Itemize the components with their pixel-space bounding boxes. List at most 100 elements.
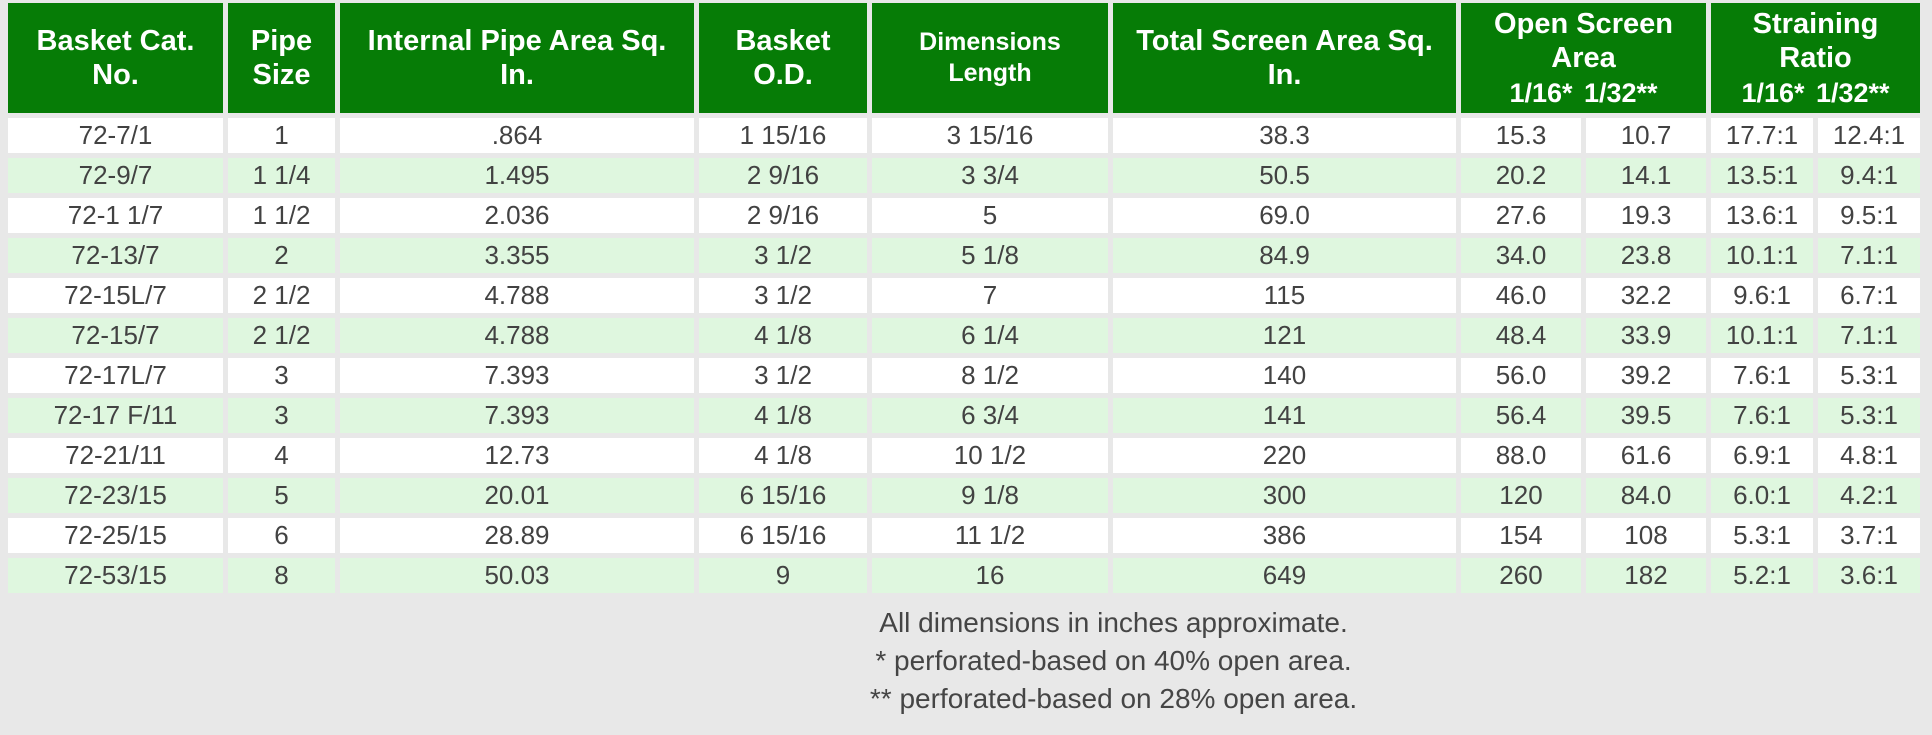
table-row: 72-13/7 2 3.355 3 1/2 5 1/8 84.9 34.0 23.8 10.1:… <box>8 238 1920 273</box>
table-cell: 28.89 <box>340 518 694 553</box>
table-cell: 13.5:1 <box>1711 158 1813 193</box>
table-cell: 19.3 <box>1586 198 1706 233</box>
col-header-dimensions-length: Dimensions Length <box>872 3 1108 113</box>
table-cell: 8 <box>228 558 335 593</box>
table-cell: 182 <box>1586 558 1706 593</box>
header-line: Dimensions <box>919 28 1061 56</box>
header-line: Straining <box>1752 7 1879 40</box>
header-line: Open Screen <box>1494 7 1673 40</box>
header-line: Total Screen Area Sq. <box>1136 25 1433 57</box>
table-cell: 84.9 <box>1113 238 1456 273</box>
table-cell: 1 1/4 <box>228 158 335 193</box>
table-cell: 10.7 <box>1586 118 1706 153</box>
basket-strainer-spec-table: Basket Cat. No. Pipe Size Internal Pipe … <box>3 0 1925 598</box>
table-cell: 108 <box>1586 518 1706 553</box>
table-cell: 121 <box>1113 318 1456 353</box>
footnote-perforated-40: * perforated-based on 40% open area. <box>875 645 1352 676</box>
col-header-basket-cat-no: Basket Cat. No. <box>8 3 223 113</box>
table-cell: 8 1/2 <box>872 358 1108 393</box>
table-cell: 72-15/7 <box>8 318 223 353</box>
table-cell: 649 <box>1113 558 1456 593</box>
table-cell: 3 1/2 <box>699 238 867 273</box>
footnotes: All dimensions in inches approximate. * … <box>0 604 1932 718</box>
table-cell: 4 <box>228 438 335 473</box>
table-cell: 3 <box>228 358 335 393</box>
table-cell: 300 <box>1113 478 1456 513</box>
table-body: 72-7/1 1.864 1 15/16 3 15/16 38.3 15.3 10.7 17.… <box>8 118 1920 593</box>
table-cell: 120 <box>1461 478 1581 513</box>
table-cell: 9 1/8 <box>872 478 1108 513</box>
header-line: No. <box>92 59 139 91</box>
header-line: Length <box>948 59 1032 87</box>
table-cell: 3 1/2 <box>699 358 867 393</box>
table-cell: 7.1:1 <box>1818 238 1920 273</box>
table-cell: 10.1:1 <box>1711 318 1813 353</box>
table-cell: 6 <box>228 518 335 553</box>
table-cell: 72-13/7 <box>8 238 223 273</box>
table-cell: 13.6:1 <box>1711 198 1813 233</box>
table-cell: 1 15/16 <box>699 118 867 153</box>
table-cell: 5.3:1 <box>1818 358 1920 393</box>
table-row: 72-21/11 4 12.73 4 1/8 10 1/2 220 88.0 61.6 6.9:… <box>8 438 1920 473</box>
table-cell: 7.393 <box>340 398 694 433</box>
col-header-open-screen-area: Open Screen Area 1/16* 1/32** <box>1461 3 1706 113</box>
table-row: 72-15L/7 2 1/2 4.788 3 1/2 7 115 46.0 32.2 9.6:1… <box>8 278 1920 313</box>
table-cell: 5 <box>228 478 335 513</box>
table-cell: 9.6:1 <box>1711 278 1813 313</box>
table-cell: 12.4:1 <box>1818 118 1920 153</box>
table-cell: 7.1:1 <box>1818 318 1920 353</box>
header-line: Basket <box>735 25 831 57</box>
table-cell: 1 <box>228 118 335 153</box>
table-cell: 220 <box>1113 438 1456 473</box>
table-cell: 4 1/8 <box>699 398 867 433</box>
header-line: Internal Pipe Area Sq. <box>367 25 667 57</box>
table-cell: 15.3 <box>1461 118 1581 153</box>
col-header-total-screen-area: Total Screen Area Sq. In. <box>1113 3 1456 113</box>
table-cell: 6 15/16 <box>699 478 867 513</box>
table-cell: 3.355 <box>340 238 694 273</box>
table-cell: 141 <box>1113 398 1456 433</box>
table-cell: 72-17L/7 <box>8 358 223 393</box>
table-cell: 4.2:1 <box>1818 478 1920 513</box>
table-cell: 72-1 1/7 <box>8 198 223 233</box>
table-cell: 5.3:1 <box>1711 518 1813 553</box>
table-cell: 6.9:1 <box>1711 438 1813 473</box>
table-row: 72-25/15 6 28.89 6 15/16 11 1/2 386 154 108 5.3:… <box>8 518 1920 553</box>
table-cell: 1 1/2 <box>228 198 335 233</box>
col-header-pipe-size: Pipe Size <box>228 3 335 113</box>
table-cell: 72-17 F/11 <box>8 398 223 433</box>
table-cell: 7 <box>872 278 1108 313</box>
table-cell: 56.4 <box>1461 398 1581 433</box>
table-cell: 16 <box>872 558 1108 593</box>
table-row: 72-9/7 1 1/4 1.495 2 9/16 3 3/4 50.5 20.2 14.1 1… <box>8 158 1920 193</box>
table-cell: 9 <box>699 558 867 593</box>
table-row: 72-7/1 1.864 1 15/16 3 15/16 38.3 15.3 10.7 17.… <box>8 118 1920 153</box>
table-cell: 84.0 <box>1586 478 1706 513</box>
table-row: 72-23/15 5 20.01 6 15/16 9 1/8 300 120 84.0 6.0:… <box>8 478 1920 513</box>
header-line: Pipe <box>250 25 313 57</box>
col-header-straining-ratio: Straining Ratio 1/16* 1/32** <box>1711 3 1920 113</box>
table-cell: 72-9/7 <box>8 158 223 193</box>
table-cell: 2 9/16 <box>699 158 867 193</box>
table-cell: 154 <box>1461 518 1581 553</box>
table-cell: 39.2 <box>1586 358 1706 393</box>
table-cell: 11 1/2 <box>872 518 1108 553</box>
header-row: Basket Cat. No. Pipe Size Internal Pipe … <box>8 3 1920 113</box>
table-cell: 3.7:1 <box>1818 518 1920 553</box>
table-cell: 2.036 <box>340 198 694 233</box>
col-header-basket-od: Basket O.D. <box>699 3 867 113</box>
table-cell: 140 <box>1113 358 1456 393</box>
table-cell: 6 1/4 <box>872 318 1108 353</box>
table-cell: 6.7:1 <box>1818 278 1920 313</box>
table-cell: 4.8:1 <box>1818 438 1920 473</box>
table-cell: 2 1/2 <box>228 318 335 353</box>
header-line: Basket Cat. <box>36 25 195 57</box>
table-cell: 5 1/8 <box>872 238 1108 273</box>
table-cell: 3 <box>228 398 335 433</box>
table-cell: 6.0:1 <box>1711 478 1813 513</box>
table-cell: 17.7:1 <box>1711 118 1813 153</box>
table-cell: 7.6:1 <box>1711 358 1813 393</box>
table-cell: 10 1/2 <box>872 438 1108 473</box>
table-cell: 33.9 <box>1586 318 1706 353</box>
table-cell: 23.8 <box>1586 238 1706 273</box>
